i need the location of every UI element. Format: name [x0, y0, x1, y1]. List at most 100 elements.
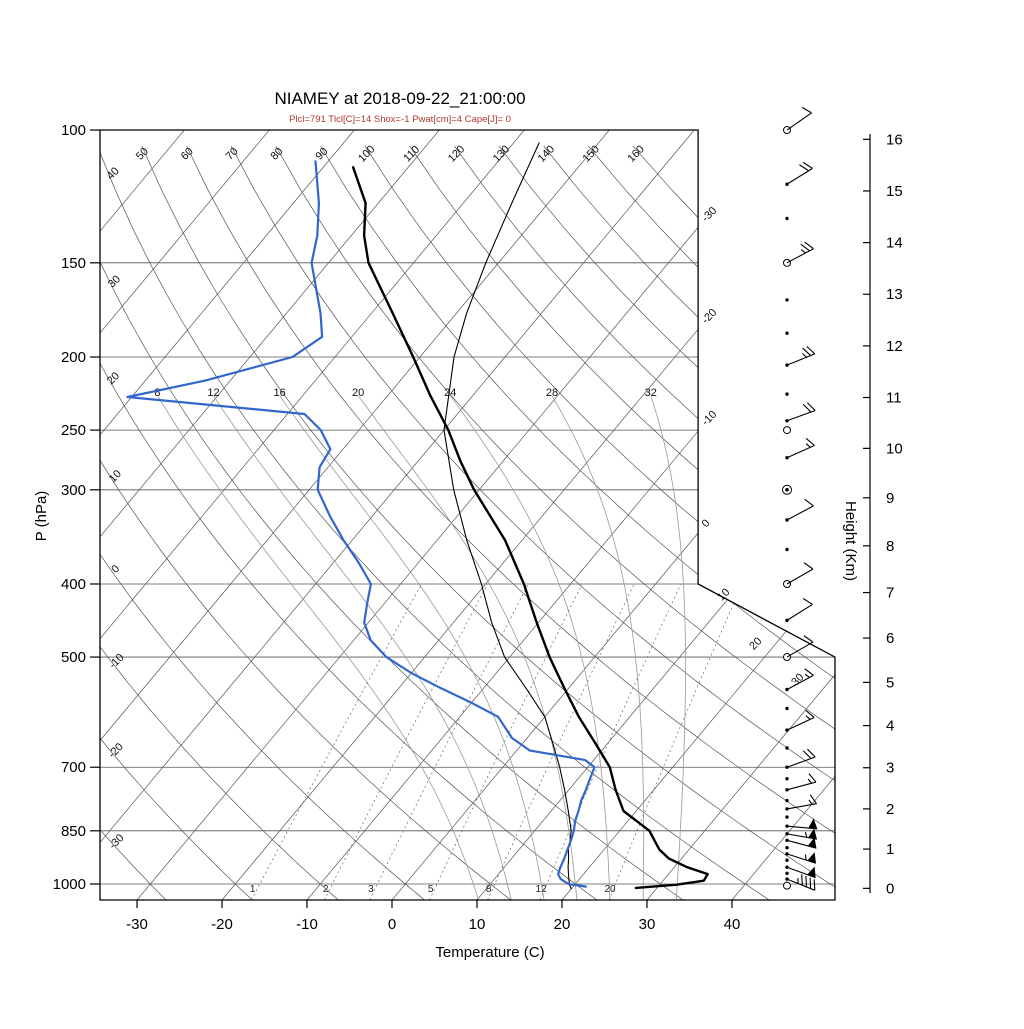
svg-text:20: 20: [747, 635, 764, 652]
svg-text:16: 16: [273, 387, 285, 399]
sounding-curves: [127, 143, 707, 889]
svg-text:12: 12: [886, 338, 903, 355]
svg-text:8: 8: [486, 884, 492, 895]
svg-text:700: 700: [61, 759, 86, 776]
svg-text:24: 24: [444, 387, 456, 399]
wind-barb: [784, 563, 813, 588]
svg-text:140: 140: [536, 143, 557, 164]
wind-barb: [785, 217, 788, 220]
svg-text:150: 150: [581, 143, 602, 164]
wind-barb: [785, 707, 788, 710]
wind-barb: [785, 392, 788, 395]
svg-text:7: 7: [886, 585, 894, 602]
svg-text:3: 3: [368, 884, 374, 895]
wind-barb: [785, 749, 815, 769]
svg-text:3: 3: [886, 760, 894, 777]
svg-text:9: 9: [886, 490, 894, 507]
wind-barb: [785, 859, 788, 862]
svg-text:4: 4: [886, 718, 894, 735]
svg-text:80: 80: [269, 146, 286, 163]
svg-text:8: 8: [886, 538, 894, 555]
wind-barb: [785, 346, 815, 366]
svg-text:-30: -30: [126, 916, 148, 933]
wind-barb: [785, 746, 788, 749]
svg-text:20: 20: [604, 884, 616, 895]
svg-text:200: 200: [61, 349, 86, 366]
svg-text:20: 20: [352, 387, 364, 399]
svg-text:-20: -20: [211, 916, 233, 933]
svg-text:0: 0: [109, 563, 122, 576]
svg-text:1: 1: [886, 841, 894, 858]
svg-text:16: 16: [886, 131, 903, 148]
wind-barb: [785, 819, 817, 828]
svg-text:-30: -30: [107, 832, 127, 852]
svg-text:100: 100: [356, 143, 377, 164]
svg-text:110: 110: [401, 144, 422, 165]
svg-text:-10: -10: [107, 652, 127, 672]
wind-barb: [784, 427, 791, 434]
svg-text:28: 28: [546, 387, 558, 399]
svg-text:500: 500: [61, 649, 86, 666]
svg-text:32: 32: [645, 387, 657, 399]
svg-text:40: 40: [724, 916, 741, 933]
wind-barb: [785, 872, 788, 875]
svg-text:-30: -30: [700, 205, 720, 225]
svg-text:850: 850: [61, 823, 86, 840]
svg-text:20: 20: [105, 370, 122, 387]
chart-subtitle: Plcl=791 Tlcl[C]=14 Shox=-1 Pwat[cm]=4 C…: [289, 114, 511, 125]
svg-text:2: 2: [886, 801, 894, 818]
svg-text:10: 10: [107, 468, 124, 485]
wind-barb: [785, 499, 813, 521]
svg-text:15: 15: [886, 183, 903, 200]
svg-text:12: 12: [207, 387, 219, 399]
wind-barb: [785, 548, 788, 551]
svg-text:150: 150: [61, 255, 86, 272]
svg-text:5: 5: [428, 884, 434, 895]
wind-barb: [785, 838, 816, 848]
temperature-axis-label: Temperature (C): [435, 944, 544, 961]
pressure-axis-label: P (hPa): [33, 491, 50, 542]
dewpoint-curve: [127, 161, 594, 886]
svg-text:5: 5: [886, 674, 894, 691]
svg-text:-10: -10: [700, 409, 720, 429]
svg-text:-20: -20: [106, 741, 126, 761]
svg-text:90: 90: [313, 146, 330, 163]
wind-barb: [785, 332, 788, 335]
wind-barb: [785, 846, 788, 849]
svg-text:13: 13: [886, 286, 903, 303]
svg-text:12: 12: [535, 884, 547, 895]
svg-text:250: 250: [61, 422, 86, 439]
wind-barb: [784, 882, 791, 889]
svg-text:11: 11: [886, 390, 902, 407]
svg-text:400: 400: [61, 576, 86, 593]
axes: 1001502002503004005007008501000-30-20-10…: [53, 122, 835, 933]
svg-text:-10: -10: [296, 916, 318, 933]
svg-text:130: 130: [491, 143, 512, 164]
wind-barb: [784, 107, 812, 133]
svg-text:1: 1: [250, 884, 256, 895]
svg-text:100: 100: [61, 122, 86, 139]
svg-text:0: 0: [388, 916, 396, 933]
wind-barb: [785, 403, 815, 423]
svg-text:8: 8: [154, 387, 160, 399]
svg-text:70: 70: [224, 146, 241, 163]
svg-text:14: 14: [886, 235, 903, 252]
chart-title: NIAMEY at 2018-09-22_21:00:00: [274, 89, 525, 108]
wind-barb: [783, 485, 792, 494]
svg-text:0: 0: [700, 517, 713, 530]
height-axis-label: Height (Km): [842, 501, 859, 581]
wind-barb: [785, 777, 788, 780]
svg-text:30: 30: [106, 273, 123, 290]
wind-barb: [785, 795, 816, 811]
svg-text:0: 0: [886, 880, 894, 897]
svg-text:40: 40: [105, 165, 122, 182]
svg-text:30: 30: [639, 916, 656, 933]
svg-text:160: 160: [625, 143, 646, 164]
svg-text:6: 6: [886, 630, 894, 647]
wind-barb: [785, 162, 812, 186]
wind-barb: [785, 815, 788, 818]
wind-barb: [785, 710, 814, 731]
